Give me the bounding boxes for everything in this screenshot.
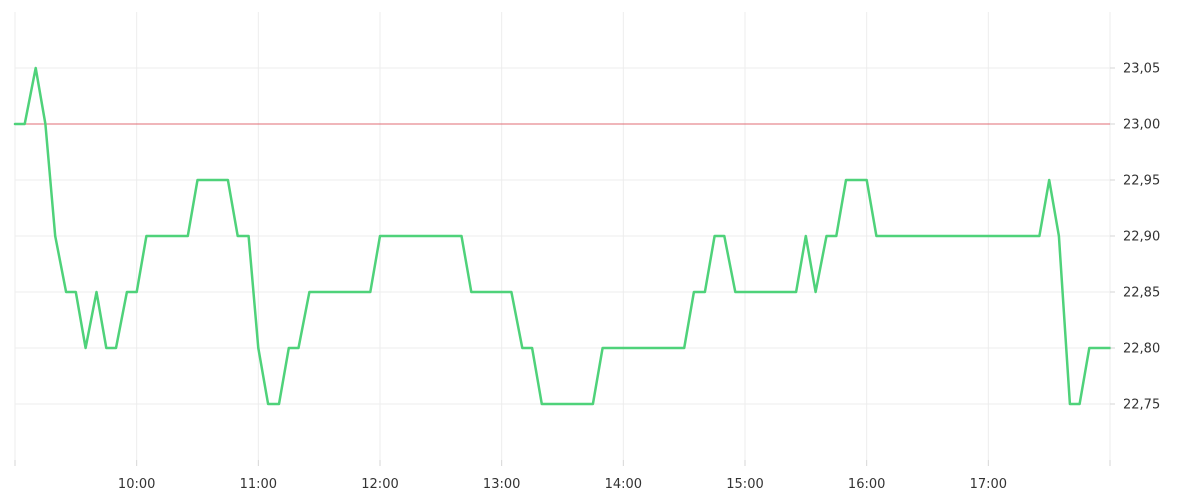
y-tick-label: 22,90	[1123, 230, 1160, 245]
x-tick-label: 17:00	[970, 477, 1007, 492]
x-axis: 10:00 11:00 12:00 13:00 14:00 15:00 16:00 17:00	[14, 460, 1111, 492]
y-tick-label: 22,75	[1123, 398, 1160, 413]
y-tick-label: 23,00	[1123, 118, 1160, 133]
x-tick-label: 16:00	[848, 477, 885, 492]
x-tick-label: 14:00	[605, 477, 642, 492]
series-line	[13, 66, 1112, 406]
x-tick-label: 10:00	[118, 477, 155, 492]
y-tick-label: 22,80	[1123, 342, 1160, 357]
y-axis: 23,05 23,00 22,95 22,90 22,85 22,80 22,75	[1110, 62, 1160, 413]
grid	[14, 12, 1111, 460]
y-tick-label: 23,05	[1123, 62, 1160, 77]
y-tick-label: 22,95	[1123, 174, 1160, 189]
series-group	[13, 66, 1112, 406]
x-tick-label: 15:00	[726, 477, 763, 492]
x-tick-label: 12:00	[361, 477, 398, 492]
x-tick-label: 13:00	[483, 477, 520, 492]
x-tick-label: 11:00	[240, 477, 277, 492]
y-tick-label: 22,85	[1123, 286, 1160, 301]
